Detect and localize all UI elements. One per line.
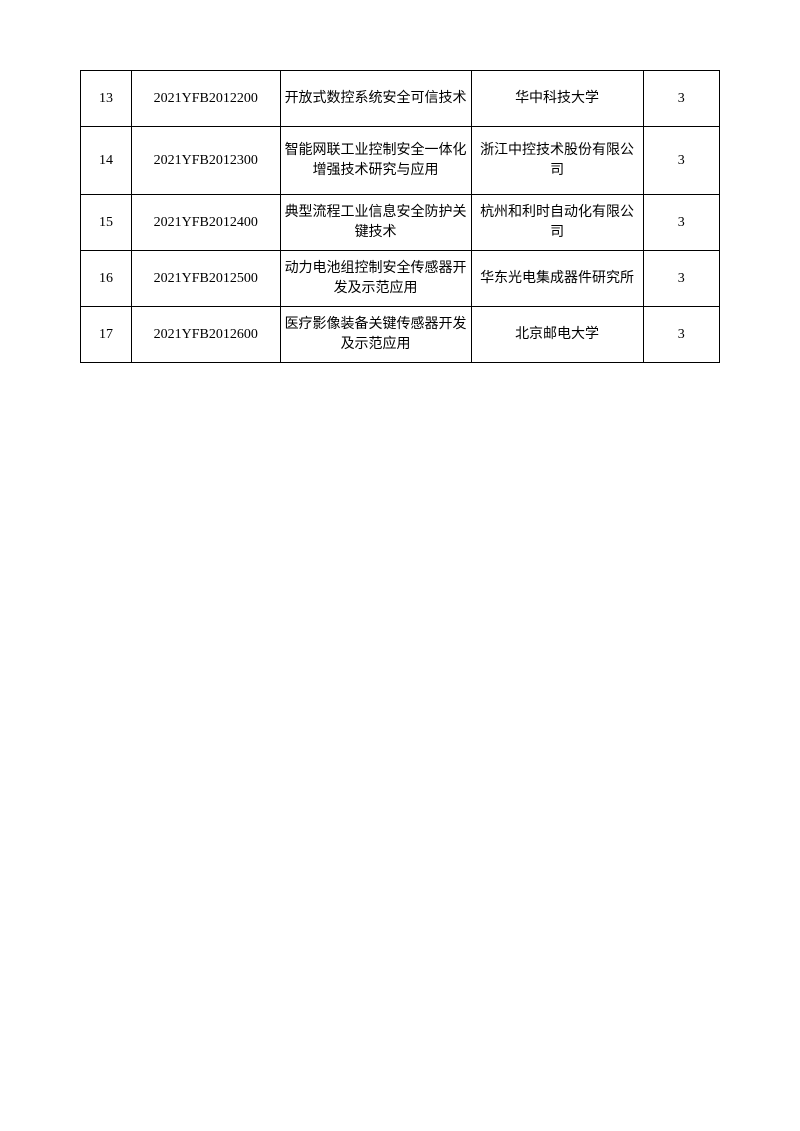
cell-index: 16 [81, 251, 132, 307]
table-row: 13 2021YFB2012200 开放式数控系统安全可信技术 华中科技大学 3 [81, 71, 720, 127]
cell-index: 14 [81, 127, 132, 195]
cell-org: 杭州和利时自动化有限公司 [471, 195, 643, 251]
cell-years: 3 [643, 251, 719, 307]
cell-title: 医疗影像装备关键传感器开发及示范应用 [280, 307, 471, 363]
projects-table: 13 2021YFB2012200 开放式数控系统安全可信技术 华中科技大学 3… [80, 70, 720, 363]
cell-index: 15 [81, 195, 132, 251]
cell-title: 典型流程工业信息安全防护关键技术 [280, 195, 471, 251]
cell-title: 智能网联工业控制安全一体化增强技术研究与应用 [280, 127, 471, 195]
cell-index: 17 [81, 307, 132, 363]
cell-code: 2021YFB2012500 [131, 251, 280, 307]
cell-years: 3 [643, 195, 719, 251]
cell-years: 3 [643, 307, 719, 363]
table-row: 17 2021YFB2012600 医疗影像装备关键传感器开发及示范应用 北京邮… [81, 307, 720, 363]
cell-title: 开放式数控系统安全可信技术 [280, 71, 471, 127]
table-row: 15 2021YFB2012400 典型流程工业信息安全防护关键技术 杭州和利时… [81, 195, 720, 251]
cell-years: 3 [643, 127, 719, 195]
cell-org: 华东光电集成器件研究所 [471, 251, 643, 307]
cell-title: 动力电池组控制安全传感器开发及示范应用 [280, 251, 471, 307]
cell-code: 2021YFB2012600 [131, 307, 280, 363]
cell-org: 北京邮电大学 [471, 307, 643, 363]
cell-code: 2021YFB2012400 [131, 195, 280, 251]
page: 13 2021YFB2012200 开放式数控系统安全可信技术 华中科技大学 3… [0, 0, 800, 1131]
cell-years: 3 [643, 71, 719, 127]
cell-org: 华中科技大学 [471, 71, 643, 127]
table-row: 16 2021YFB2012500 动力电池组控制安全传感器开发及示范应用 华东… [81, 251, 720, 307]
cell-index: 13 [81, 71, 132, 127]
cell-code: 2021YFB2012200 [131, 71, 280, 127]
cell-org: 浙江中控技术股份有限公司 [471, 127, 643, 195]
cell-code: 2021YFB2012300 [131, 127, 280, 195]
table-row: 14 2021YFB2012300 智能网联工业控制安全一体化增强技术研究与应用… [81, 127, 720, 195]
